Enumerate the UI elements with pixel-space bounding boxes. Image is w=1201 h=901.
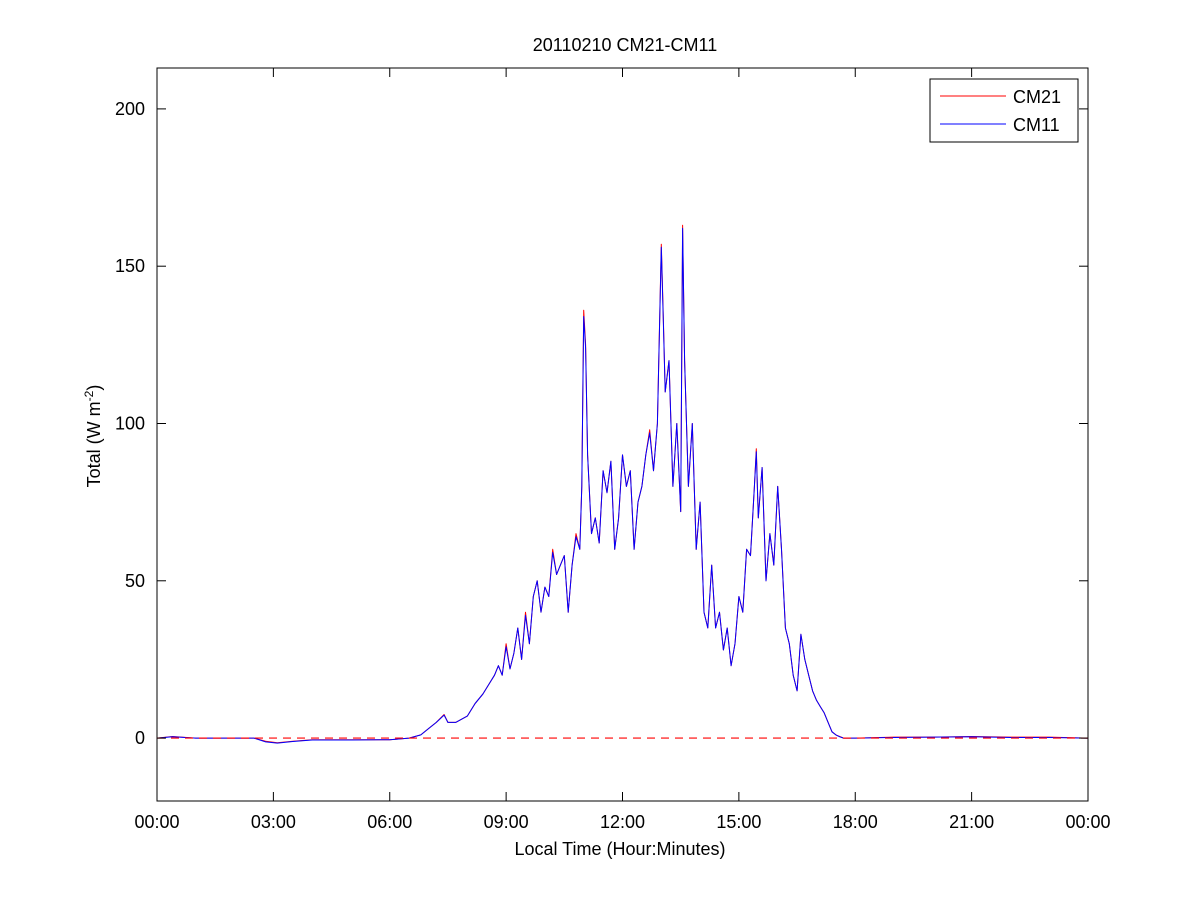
- y-axis-label: Total (W m-2): [82, 385, 104, 488]
- legend-label-cm11: CM11: [1013, 115, 1060, 135]
- legend-box: [929, 78, 1079, 143]
- x-tick-label: 18:00: [833, 812, 878, 832]
- plot-area: [156, 67, 1089, 802]
- y-axis-label-close: ): [84, 385, 104, 391]
- chart-title: 20110210 CM21-CM11: [533, 35, 717, 55]
- x-tick-label: 12:00: [600, 812, 645, 832]
- y-tick-label: 100: [115, 413, 145, 433]
- x-axis: 00:00 03:00 06:00 09:00 12:00 15:00 18:00 21:00…: [134, 68, 1111, 832]
- series-layer: [156, 224, 1089, 744]
- y-tick-label: 150: [115, 256, 145, 276]
- x-tick-label: 00:00: [1065, 812, 1110, 832]
- y-tick-label: 0: [135, 728, 145, 748]
- x-tick-label: 06:00: [367, 812, 412, 832]
- x-tick-label: 09:00: [484, 812, 529, 832]
- x-tick-label: 00:00: [134, 812, 179, 832]
- y-tick-label: 50: [125, 571, 145, 591]
- x-axis-label: Local Time (Hour:Minutes): [514, 839, 725, 859]
- series-line-cm11: [156, 227, 1089, 744]
- legend: CM21 CM11: [929, 78, 1079, 143]
- legend-label-cm21: CM21: [1013, 87, 1061, 107]
- y-axis: 0 50 100 150 200: [115, 99, 1088, 748]
- plot-frame: [156, 67, 1089, 802]
- x-tick-label: 03:00: [251, 812, 296, 832]
- y-axis-label-main: Total (W m: [84, 401, 104, 487]
- x-tick-label: 21:00: [949, 812, 994, 832]
- y-axis-label-exponent: -2: [82, 390, 96, 401]
- x-tick-label: 15:00: [716, 812, 761, 832]
- y-tick-label: 200: [115, 99, 145, 119]
